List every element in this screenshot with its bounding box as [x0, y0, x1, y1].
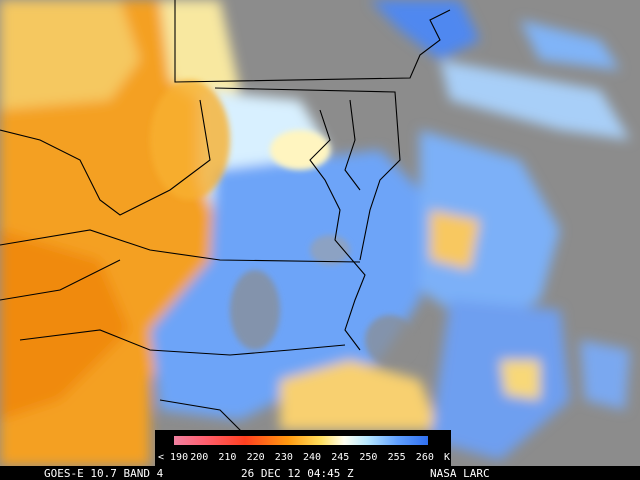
colorbar-label: 200 — [190, 452, 208, 463]
caption-time: 26 DEC 12 04:45 Z — [241, 467, 354, 480]
colorbar-label: 255 — [388, 452, 406, 463]
colorbar-label: 220 — [247, 452, 265, 463]
colorbar-label: 245 — [331, 452, 349, 463]
colorbar-label: 260 — [416, 452, 434, 463]
colorbar-label: 230 — [275, 452, 293, 463]
caption-source: NASA LARC — [430, 467, 490, 480]
colorbar-label: 250 — [359, 452, 377, 463]
caption-strip — [0, 466, 640, 480]
colorbar-label: K — [444, 452, 450, 463]
colorbar-label: 240 — [303, 452, 321, 463]
colorbar-label: 210 — [218, 452, 236, 463]
colorbar — [174, 436, 428, 445]
cloud-field — [0, 0, 630, 466]
colorbar-labels: < 190 200 210 220 230 240 245 250 255 260 K — [158, 452, 450, 463]
caption-satellite: GOES-E 10.7 BAND 4 — [44, 467, 164, 480]
colorbar-label: < 190 — [158, 452, 188, 463]
cloud-detail — [150, 80, 415, 365]
